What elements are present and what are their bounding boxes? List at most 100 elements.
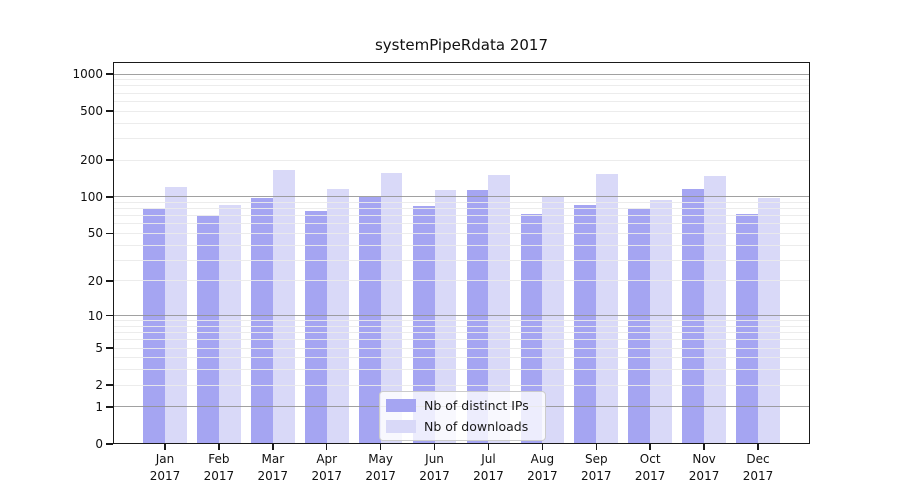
x-tick-label-apr: Apr 2017 bbox=[311, 452, 342, 483]
y-tick-200 bbox=[106, 159, 113, 161]
y-tick-0 bbox=[106, 443, 113, 445]
gridline-minor-700 bbox=[113, 92, 810, 94]
gridline-minor-6 bbox=[113, 339, 810, 341]
x-tick-label-aug: Aug 2017 bbox=[527, 452, 558, 483]
gridline-major-100 bbox=[113, 196, 810, 198]
legend-item-downloads: Nb of downloads bbox=[386, 419, 537, 434]
gridline-minor-8 bbox=[113, 325, 810, 327]
gridline-minor-60 bbox=[113, 223, 810, 225]
x-tick-mar bbox=[272, 444, 274, 450]
bar-aug-distinct-ips bbox=[520, 213, 543, 444]
bar-mar-downloads bbox=[272, 170, 295, 444]
x-tick-label-sep: Sep 2017 bbox=[580, 452, 612, 483]
gridline-minor-70 bbox=[113, 215, 810, 217]
gridline-minor-9 bbox=[113, 320, 810, 322]
y-tick-label-2: 2 bbox=[95, 378, 103, 393]
y-tick-label-1000: 1000 bbox=[72, 67, 103, 82]
gridline-minor-500 bbox=[113, 110, 810, 112]
x-tick-aug bbox=[541, 444, 544, 450]
gridline-minor-40 bbox=[113, 244, 810, 246]
bar-sep-downloads bbox=[596, 174, 619, 444]
x-tick-jun bbox=[433, 444, 436, 450]
bar-feb-distinct-ips bbox=[197, 216, 219, 444]
y-tick-5 bbox=[106, 347, 113, 349]
bar-may-downloads bbox=[380, 172, 403, 444]
y-tick-20 bbox=[106, 280, 113, 282]
gridline-minor-3 bbox=[113, 369, 810, 371]
x-tick-jan bbox=[164, 444, 166, 450]
y-tick-label-200: 200 bbox=[80, 153, 103, 168]
x-tick-nov bbox=[703, 444, 705, 450]
gridline-minor-50 bbox=[113, 232, 810, 234]
gridline-major-10 bbox=[113, 315, 810, 317]
gridline-minor-80 bbox=[113, 208, 810, 210]
legend-swatch-distinct-ips bbox=[386, 399, 416, 412]
x-tick-may bbox=[379, 444, 382, 450]
bar-sep-distinct-ips bbox=[574, 204, 597, 444]
bar-nov-distinct-ips bbox=[682, 189, 705, 444]
y-tick-1 bbox=[106, 406, 113, 408]
y-tick-50 bbox=[106, 232, 113, 235]
gridline-minor-900 bbox=[113, 79, 810, 81]
y-tick-label-0: 0 bbox=[95, 437, 103, 451]
x-tick-sep bbox=[595, 444, 598, 450]
y-tick-label-5: 5 bbox=[95, 341, 103, 356]
y-tick-label-20: 20 bbox=[87, 273, 103, 288]
y-tick-1000 bbox=[106, 73, 113, 75]
x-tick-dec bbox=[757, 444, 759, 450]
bar-jul-downloads bbox=[488, 174, 511, 444]
y-tick-label-1: 1 bbox=[95, 399, 103, 414]
bar-nov-downloads bbox=[704, 176, 726, 444]
y-tick-label-500: 500 bbox=[80, 104, 103, 119]
x-tick-label-oct: Oct 2017 bbox=[634, 452, 666, 483]
bar-jun-downloads bbox=[434, 190, 457, 444]
x-tick-label-dec: Dec 2017 bbox=[742, 452, 774, 483]
plot-area bbox=[113, 62, 810, 444]
x-tick-label-mar: Mar 2017 bbox=[257, 452, 289, 483]
gridline-minor-90 bbox=[113, 201, 810, 203]
y-tick-500 bbox=[106, 110, 113, 112]
legend-item-distinct-ips: Nb of distinct IPs bbox=[386, 398, 537, 413]
x-tick-label-jun: Jun 2017 bbox=[419, 452, 450, 483]
x-tick-label-may: May 2017 bbox=[365, 452, 396, 483]
gridline-minor-2 bbox=[113, 384, 810, 386]
legend-swatch-downloads bbox=[386, 420, 416, 433]
y-tick-label-100: 100 bbox=[80, 189, 103, 204]
y-tick-100 bbox=[106, 196, 113, 198]
bar-apr-distinct-ips bbox=[304, 210, 327, 444]
bar-oct-downloads bbox=[650, 199, 672, 444]
x-tick-apr bbox=[325, 444, 328, 450]
bar-jun-distinct-ips bbox=[412, 206, 435, 444]
gridline-minor-200 bbox=[113, 159, 810, 161]
x-tick-oct bbox=[649, 444, 651, 450]
legend-label-distinct-ips: Nb of distinct IPs bbox=[424, 398, 529, 413]
y-tick-10 bbox=[106, 314, 113, 317]
x-tick-label-nov: Nov 2017 bbox=[688, 452, 720, 483]
legend: Nb of distinct IPs Nb of downloads bbox=[379, 391, 546, 441]
y-tick-label-10: 10 bbox=[87, 308, 103, 323]
y-tick-2 bbox=[106, 384, 113, 386]
y-tick-label-50: 50 bbox=[87, 226, 103, 241]
bar-apr-downloads bbox=[326, 189, 349, 444]
legend-label-downloads: Nb of downloads bbox=[424, 419, 529, 434]
x-tick-label-jul: Jul 2017 bbox=[473, 452, 504, 483]
gridline-minor-4 bbox=[113, 357, 810, 359]
gridline-major-1000 bbox=[113, 73, 810, 75]
x-tick-label-jan: Jan 2017 bbox=[149, 452, 181, 483]
gridline-minor-300 bbox=[113, 137, 810, 139]
x-tick-label-feb: Feb 2017 bbox=[203, 452, 235, 483]
x-tick-feb bbox=[218, 444, 220, 450]
chart-title: systemPipeRdata 2017 bbox=[374, 36, 548, 54]
gridline-minor-7 bbox=[113, 332, 810, 334]
gridline-minor-30 bbox=[113, 259, 810, 261]
bar-dec-distinct-ips bbox=[736, 214, 758, 444]
x-tick-jul bbox=[487, 444, 490, 450]
gridline-minor-20 bbox=[113, 280, 810, 282]
bar-feb-downloads bbox=[218, 205, 241, 444]
bar-jul-distinct-ips bbox=[466, 190, 489, 444]
gridline-minor-800 bbox=[113, 85, 810, 87]
gridline-minor-5 bbox=[113, 347, 810, 349]
gridline-minor-600 bbox=[113, 100, 810, 102]
gridline-minor-400 bbox=[113, 122, 810, 124]
